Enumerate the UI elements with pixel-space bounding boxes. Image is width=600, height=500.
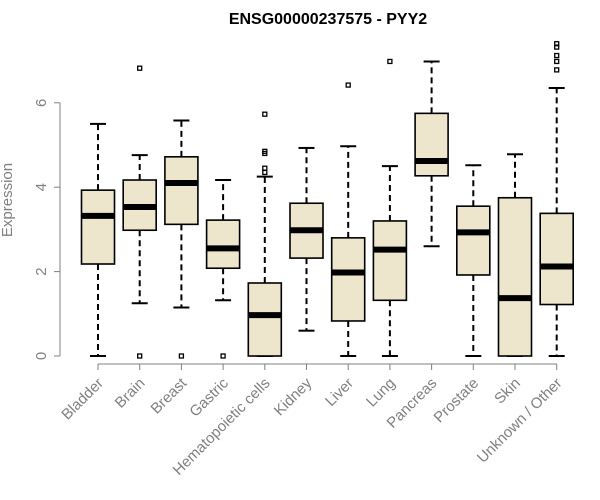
box-pancreas	[414, 60, 449, 248]
outlier-point	[262, 150, 268, 157]
box-unknown-other	[539, 41, 575, 357]
y-tick-label: 2	[33, 267, 50, 275]
box-lung	[372, 58, 408, 357]
x-category-label: Kidney	[271, 374, 316, 419]
outlier-point	[345, 82, 351, 88]
box-body	[330, 237, 366, 322]
box-liver	[330, 82, 366, 357]
box-body	[372, 220, 408, 302]
y-axis: 0 2 4 6	[33, 99, 61, 360]
box-body	[539, 212, 575, 306]
box-body	[497, 196, 533, 357]
x-category-label: Brain	[112, 375, 149, 412]
box-bladder	[80, 122, 116, 357]
box-skin	[497, 153, 533, 357]
outlier-point	[387, 58, 393, 65]
outlier-point	[554, 52, 560, 59]
x-category-label: Liver	[322, 375, 357, 410]
outlier-point	[137, 65, 143, 71]
chart-title: ENSG00000237575 - PYY2	[229, 11, 427, 28]
box-body	[205, 219, 241, 270]
x-category-label: Breast	[148, 374, 191, 417]
outlier-point	[262, 165, 268, 171]
box-brain	[122, 65, 157, 359]
boxes-group	[80, 41, 575, 359]
box-body	[414, 112, 449, 177]
x-category-label: Prostate	[431, 375, 483, 427]
outlier-point	[554, 44, 560, 50]
x-category-label: Lung	[363, 375, 399, 411]
box-body	[455, 205, 491, 276]
box-body	[164, 156, 199, 226]
box-body	[247, 282, 283, 357]
y-axis-label: Expression	[0, 163, 16, 237]
box-gastric	[205, 179, 241, 359]
outlier-point	[262, 111, 268, 117]
box-prostate	[455, 164, 491, 357]
x-category-label: Bladder	[58, 375, 107, 424]
outlier-point	[178, 353, 185, 359]
outlier-point	[262, 169, 268, 176]
outlier-point	[554, 58, 560, 65]
y-tick-label: 6	[33, 99, 50, 107]
box-body	[80, 189, 116, 265]
outlier-point	[220, 353, 226, 359]
outlier-point	[554, 67, 560, 73]
outlier-point	[137, 353, 143, 359]
box-kidney	[289, 146, 324, 332]
box-hematopoietic-cells	[247, 111, 283, 357]
y-tick-label: 0	[33, 352, 50, 360]
x-category-label: Skin	[491, 375, 524, 408]
box-breast	[164, 119, 199, 359]
y-tick-label: 4	[33, 183, 50, 191]
